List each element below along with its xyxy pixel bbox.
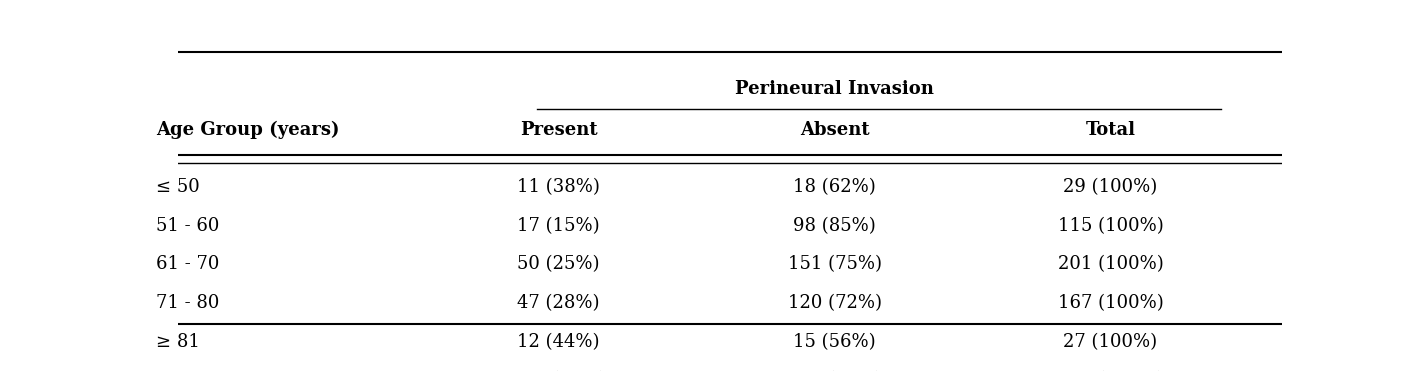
Text: 120 (72%): 120 (72%) bbox=[787, 294, 881, 312]
Text: 50 (25%): 50 (25%) bbox=[517, 256, 600, 273]
Text: 151 (75%): 151 (75%) bbox=[787, 256, 881, 273]
Text: 61 - 70: 61 - 70 bbox=[157, 256, 219, 273]
Text: Total: Total bbox=[1085, 121, 1135, 139]
Text: 11 (38%): 11 (38%) bbox=[517, 178, 600, 196]
Text: 47 (28%): 47 (28%) bbox=[517, 294, 600, 312]
Text: 17 (15%): 17 (15%) bbox=[517, 217, 600, 235]
Text: Perineural Invasion: Perineural Invasion bbox=[735, 80, 934, 98]
Text: 15 (56%): 15 (56%) bbox=[793, 333, 876, 351]
Text: ≤ 50: ≤ 50 bbox=[157, 178, 199, 196]
Text: 51 - 60: 51 - 60 bbox=[157, 217, 219, 235]
Text: ≥ 81: ≥ 81 bbox=[157, 333, 199, 351]
Text: Present: Present bbox=[520, 121, 598, 139]
Text: 27 (100%): 27 (100%) bbox=[1064, 333, 1158, 351]
Text: 98 (85%): 98 (85%) bbox=[793, 217, 876, 235]
Text: 12 (44%): 12 (44%) bbox=[517, 333, 600, 351]
Text: 201 (100%): 201 (100%) bbox=[1058, 256, 1163, 273]
Text: Age Group (years): Age Group (years) bbox=[157, 121, 339, 139]
Text: 115 (100%): 115 (100%) bbox=[1058, 217, 1163, 235]
Text: 29 (100%): 29 (100%) bbox=[1064, 178, 1158, 196]
Text: 18 (62%): 18 (62%) bbox=[793, 178, 876, 196]
Text: Absent: Absent bbox=[800, 121, 870, 139]
Text: 167 (100%): 167 (100%) bbox=[1058, 294, 1163, 312]
Text: 71 - 80: 71 - 80 bbox=[157, 294, 219, 312]
